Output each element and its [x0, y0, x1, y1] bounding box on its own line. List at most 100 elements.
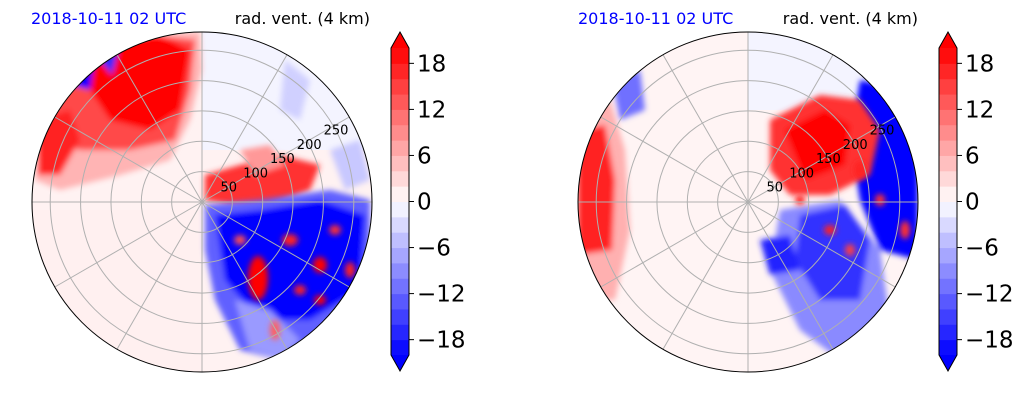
range-ring-label: 200	[297, 138, 322, 153]
colorbar-level	[939, 247, 957, 264]
azimuth-line	[201, 201, 350, 288]
azimuth-line	[662, 54, 749, 203]
colorbar-tick-label: 6	[965, 143, 980, 169]
colorbar-level	[391, 63, 409, 80]
colorbar-level	[939, 155, 957, 172]
azimuth-line	[54, 201, 203, 288]
colorbar-level	[939, 324, 957, 341]
azimuth-line	[201, 201, 288, 350]
colorbar-extend-max	[391, 32, 409, 48]
panel-right-grid	[578, 32, 918, 372]
colorbar-level	[391, 262, 409, 279]
colorbar-level	[391, 48, 409, 64]
azimuth-line	[747, 54, 834, 203]
azimuth-line	[600, 201, 749, 288]
range-ring-label: 250	[324, 124, 349, 139]
colorbar-level	[391, 140, 409, 156]
azimuth-line	[201, 54, 288, 203]
azimuth-line	[201, 116, 350, 203]
colorbar-tick-label: 12	[965, 97, 994, 123]
panel-right-frame	[577, 31, 919, 373]
colorbar-tick-label: −18	[417, 328, 466, 354]
azimuth-line	[54, 116, 203, 203]
colorbar-level	[391, 124, 409, 141]
colorbar-level	[939, 109, 957, 126]
colorbar-outline	[390, 30, 410, 373]
colorbar-level	[939, 78, 957, 95]
colorbar-tick-label: −6	[417, 236, 451, 262]
azimuth-line	[600, 116, 749, 203]
azimuth-line	[747, 201, 834, 350]
colorbar-outline	[938, 30, 958, 373]
colorbar-level	[939, 186, 957, 202]
range-ring-label: 100	[243, 166, 268, 181]
colorbar-level	[939, 170, 957, 187]
azimuth-line	[747, 116, 896, 203]
colorbar-level	[391, 109, 409, 126]
colorbar-tick-label: 18	[417, 51, 446, 77]
colorbar-level	[391, 201, 409, 218]
panel-left-title-left: 2018-10-11 02 UTC	[31, 9, 186, 28]
colorbar-tick-label: 18	[965, 51, 994, 77]
colorbar-level	[939, 293, 957, 310]
panel-right-title-left: 2018-10-11 02 UTC	[578, 9, 733, 28]
colorbar-tick-label: 6	[417, 143, 432, 169]
range-ring-label: 100	[789, 166, 814, 181]
colorbar-level	[939, 63, 957, 80]
colorbar-tick-label: −6	[965, 236, 999, 262]
colorbar-level	[391, 324, 409, 341]
azimuth-line	[662, 201, 749, 350]
colorbar-level	[939, 262, 957, 279]
colorbar-level	[391, 247, 409, 264]
range-ring-label: 50	[221, 181, 238, 196]
panel-right: 2018-10-11 02 UTC rad. vent. (4 km)	[577, 9, 919, 373]
colorbar-level	[939, 216, 957, 233]
colorbar-extend-min	[939, 355, 957, 371]
colorbar-tick-label: −18	[965, 328, 1014, 354]
colorbar-level	[939, 124, 957, 141]
colorbar-level	[391, 339, 409, 356]
colorbar-level	[939, 48, 957, 64]
colorbar-level	[939, 232, 957, 249]
colorbar-level	[939, 278, 957, 295]
colorbar-left: −18 −12 −6 0 6 12 18	[390, 30, 466, 373]
colorbar-level	[391, 216, 409, 233]
panel-left: 2018-10-11 02 UTC rad. vent. (4 km)	[31, 9, 373, 373]
panel-right-title-right: rad. vent. (4 km)	[783, 9, 918, 28]
colorbar-level	[939, 339, 957, 356]
range-ring-label: 200	[843, 138, 868, 153]
colorbar-tick-label: 0	[417, 190, 432, 216]
panel-left-frame	[31, 31, 373, 373]
azimuth-line	[116, 201, 203, 350]
colorbar-tick-label: −12	[965, 282, 1014, 308]
colorbar-level	[391, 155, 409, 172]
colorbar-level	[391, 308, 409, 325]
range-ring-label: 50	[767, 181, 784, 196]
colorbar-level	[391, 94, 409, 110]
azimuth-line	[747, 201, 896, 288]
colorbar-level	[391, 293, 409, 310]
colorbar-tick-label: −12	[417, 282, 466, 308]
colorbar-extend-min	[391, 355, 409, 371]
colorbar-extend-max	[939, 32, 957, 48]
range-ring-label: 150	[270, 152, 295, 167]
colorbar-level	[391, 278, 409, 295]
colorbar-level	[391, 232, 409, 249]
panel-left-title-right: rad. vent. (4 km)	[235, 9, 370, 28]
range-ring-label: 150	[816, 152, 841, 167]
panel-left-grid	[32, 32, 372, 372]
colorbar-tick-label: 12	[417, 97, 446, 123]
colorbar-level	[939, 201, 957, 218]
range-ring-label: 250	[870, 124, 895, 139]
colorbar-level	[391, 78, 409, 95]
azimuth-line	[116, 54, 203, 203]
colorbar-level	[939, 140, 957, 156]
colorbar-level	[391, 186, 409, 202]
colorbar-level	[939, 308, 957, 325]
colorbar-level	[391, 170, 409, 187]
colorbar-right: −18 −12 −6 0 6 12 18	[938, 30, 1014, 373]
colorbar-tick-label: 0	[965, 190, 980, 216]
